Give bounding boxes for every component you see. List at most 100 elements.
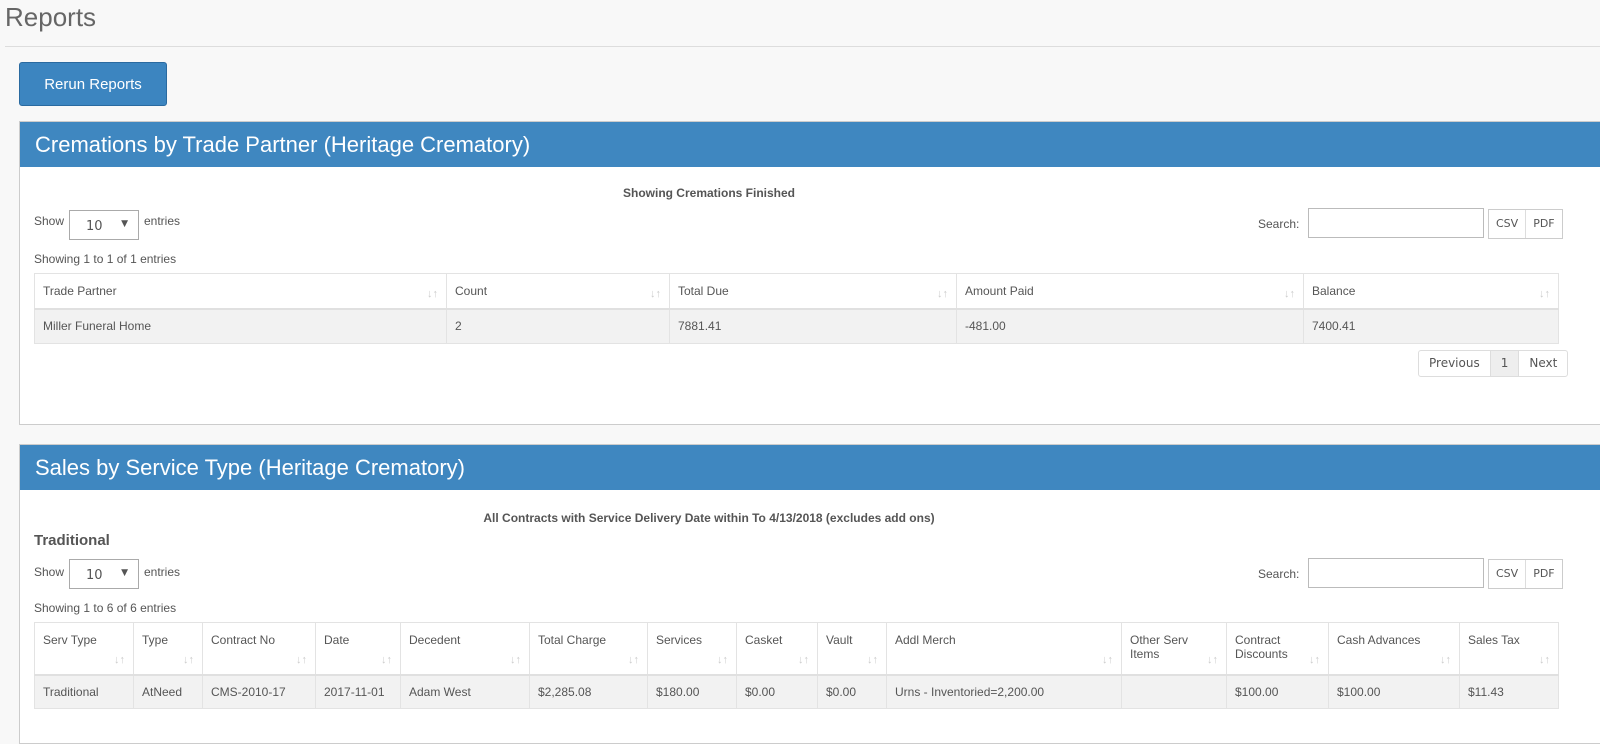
column-header[interactable]: Other Serv Items ↓↑ [1121, 622, 1227, 676]
column-label: Contract Discounts [1235, 633, 1288, 661]
page-1-button[interactable]: 1 [1490, 351, 1520, 376]
pdf-button[interactable]: PDF [1533, 567, 1555, 580]
column-header[interactable]: Type ↓↑ [133, 622, 203, 676]
column-header[interactable]: Balance ↓↑ [1303, 273, 1559, 310]
column-label: Serv Type [43, 633, 97, 647]
column-label: Amount Paid [965, 284, 1034, 298]
column-header[interactable]: Cash Advances ↓↑ [1328, 622, 1460, 676]
search-label: Search: [1258, 567, 1300, 581]
column-label: Casket [745, 633, 783, 647]
column-label: Total Due [678, 284, 729, 298]
table-cell: Miller Funeral Home [34, 308, 447, 344]
column-header[interactable]: Casket ↓↑ [736, 622, 818, 676]
page-title: Reports [5, 2, 97, 32]
column-label: Cash Advances [1337, 633, 1421, 647]
sort-both-icon[interactable]: ↓↑ [1539, 288, 1550, 300]
export-buttons: CSV PDF [1488, 209, 1563, 239]
column-header[interactable]: Serv Type ↓↑ [34, 622, 134, 676]
sort-both-icon[interactable]: ↓↑ [1207, 653, 1218, 666]
table-cell: 7400.41 [1303, 308, 1559, 344]
table-cell: 2017-11-01 [315, 674, 401, 709]
table-cell: $100.00 [1328, 674, 1460, 709]
table-cell [1121, 674, 1227, 709]
column-label: Trade Partner [43, 284, 117, 298]
report-subtitle: All Contracts with Service Delivery Date… [483, 511, 935, 525]
sort-both-icon[interactable]: ↓↑ [798, 653, 809, 666]
table-row: Traditional AtNeed CMS-2010-17 2017-11-01 Ad… [34, 674, 1559, 709]
rerun-reports-button[interactable]: Rerun Reports [19, 62, 167, 106]
sort-both-icon[interactable]: ↓↑ [717, 653, 728, 666]
table-cell: $2,285.08 [529, 674, 648, 709]
column-header[interactable]: Total Charge ↓↑ [529, 622, 648, 676]
table-row: Miller Funeral Home 2 7881.41 -481.00 7400.4… [34, 308, 1559, 344]
entries-length-select[interactable]: 10 ▼ [69, 559, 139, 589]
sort-both-icon[interactable]: ↓↑ [628, 653, 639, 666]
search-input[interactable] [1308, 208, 1484, 238]
table-cell: $0.00 [736, 674, 818, 709]
sort-both-icon[interactable]: ↓↑ [427, 288, 438, 300]
column-label: Addl Merch [895, 633, 956, 647]
table-cell: AtNeed [133, 674, 203, 709]
column-header[interactable]: Vault ↓↑ [817, 622, 887, 676]
column-header[interactable]: Amount Paid ↓↑ [956, 273, 1304, 310]
sort-both-icon[interactable]: ↓↑ [381, 653, 392, 666]
sort-both-icon[interactable]: ↓↑ [183, 653, 194, 666]
csv-button[interactable]: CSV [1489, 560, 1527, 588]
column-label: Date [324, 633, 350, 647]
column-label: Count [455, 284, 488, 298]
column-header[interactable]: Total Due ↓↑ [669, 273, 957, 310]
column-label: Type [142, 633, 169, 647]
sort-both-icon[interactable]: ↓↑ [867, 653, 878, 666]
table-cell: Adam West [400, 674, 530, 709]
report-subtitle: Showing Cremations Finished [622, 186, 795, 200]
column-label: Total Charge [538, 633, 607, 647]
entries-label: entries [144, 214, 181, 228]
sort-both-icon[interactable]: ↓↑ [937, 288, 948, 300]
sort-both-icon[interactable]: ↓↑ [1284, 288, 1295, 300]
sort-both-icon[interactable]: ↓↑ [510, 653, 521, 666]
table-cell: $11.43 [1459, 674, 1559, 709]
pagination: Previous 1 Next [1418, 350, 1569, 377]
sort-both-icon[interactable]: ↓↑ [296, 653, 307, 666]
sort-both-icon[interactable]: ↓↑ [1309, 653, 1320, 666]
caret-down-icon: ▼ [121, 568, 128, 578]
sales-table: Serv Type ↓↑ Type ↓↑ Contract No ↓↑ Date ↓↑ Dece… [34, 622, 1559, 709]
panel-cremations: Cremations by Trade Partner (Heritage Cr… [19, 121, 1600, 425]
pdf-button[interactable]: PDF [1533, 217, 1555, 230]
show-label: Show [34, 214, 65, 228]
column-label: Contract No [211, 633, 276, 647]
column-header[interactable]: Trade Partner ↓↑ [34, 273, 447, 310]
column-label: Vault [826, 633, 853, 647]
entries-label: entries [144, 565, 181, 579]
column-header[interactable]: Services ↓↑ [647, 622, 737, 676]
column-header[interactable]: Contract No ↓↑ [202, 622, 316, 676]
panel-title: Sales by Service Type (Heritage Cremator… [20, 445, 1600, 490]
column-label: Services [656, 633, 703, 647]
sort-both-icon[interactable]: ↓↑ [650, 288, 661, 300]
caret-down-icon: ▼ [121, 219, 128, 229]
table-cell: Urns - Inventoried=2,200.00 [886, 674, 1122, 709]
csv-button[interactable]: CSV [1489, 210, 1527, 238]
length-value: 10 [86, 568, 103, 583]
column-label: Decedent [409, 633, 461, 647]
search-input[interactable] [1308, 558, 1484, 588]
table-cell: -481.00 [956, 308, 1304, 344]
previous-button[interactable]: Previous [1419, 351, 1491, 376]
column-header[interactable]: Decedent ↓↑ [400, 622, 530, 676]
sort-both-icon[interactable]: ↓↑ [1440, 653, 1451, 666]
table-cell: 2 [446, 308, 670, 344]
column-header[interactable]: Date ↓↑ [315, 622, 401, 676]
column-header[interactable]: Count ↓↑ [446, 273, 670, 310]
table-cell: CMS-2010-17 [202, 674, 316, 709]
sort-both-icon[interactable]: ↓↑ [1539, 653, 1550, 666]
column-header[interactable]: Contract Discounts ↓↑ [1226, 622, 1329, 676]
column-header[interactable]: Sales Tax ↓↑ [1459, 622, 1559, 676]
export-buttons: CSV PDF [1488, 559, 1563, 589]
cremations-table: Trade Partner ↓↑ Count ↓↑ Total Due ↓↑ Amount … [34, 273, 1559, 344]
next-button[interactable]: Next [1529, 356, 1558, 370]
sort-both-icon[interactable]: ↓↑ [1102, 653, 1113, 666]
sort-both-icon[interactable]: ↓↑ [114, 653, 125, 666]
entries-length-select[interactable]: 10 ▼ [69, 210, 139, 240]
column-header[interactable]: Addl Merch ↓↑ [886, 622, 1122, 676]
divider [5, 46, 1600, 47]
